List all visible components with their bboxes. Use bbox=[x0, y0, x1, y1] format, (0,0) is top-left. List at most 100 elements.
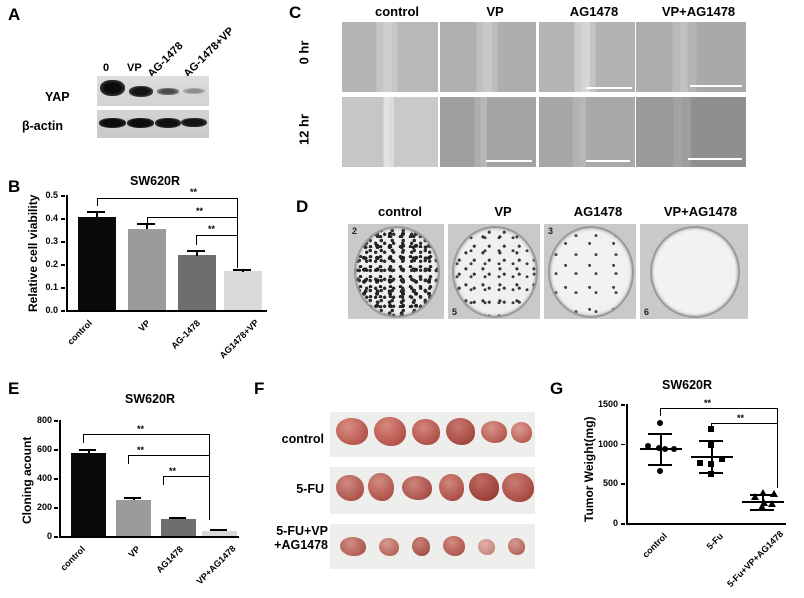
blot-strip-beta-actin bbox=[97, 110, 209, 138]
panel-e-ytick-0: 0 bbox=[46, 531, 52, 541]
data-point bbox=[758, 503, 766, 511]
panel-f-row-label-control: control bbox=[281, 432, 324, 446]
bar-e-vp bbox=[116, 500, 151, 536]
panel-e-y-axis-label: Cloning acount bbox=[20, 436, 34, 524]
panel-e-label: E bbox=[8, 379, 20, 398]
panel-b-ytick-4: 0.4 bbox=[45, 213, 58, 223]
tumor bbox=[502, 473, 534, 502]
panel-c: C control VP AG1478 VP+AG1478 0 hr 12 hr bbox=[286, 0, 804, 188]
panel-b-xtick-control: control bbox=[65, 318, 95, 347]
panel-f-row-label-combo: 5-FU+VP +AG1478 bbox=[248, 524, 328, 553]
data-point bbox=[751, 492, 759, 500]
dish-number-control: 2 bbox=[352, 226, 358, 236]
panel-e-xtick-vp: VP bbox=[126, 544, 143, 560]
tumor bbox=[379, 538, 399, 556]
data-point bbox=[708, 470, 714, 477]
panel-g-ytick-500: 500 bbox=[602, 478, 618, 489]
blot-row-label-yap: YAP bbox=[45, 90, 70, 104]
bar-e-vp-ag1478 bbox=[202, 530, 237, 536]
blot-row-label-beta-actin: β-actin bbox=[22, 119, 63, 133]
band-actin-0 bbox=[99, 118, 126, 128]
sig-b-3: ** bbox=[208, 224, 216, 234]
bar-e-control bbox=[71, 453, 106, 536]
panel-c-col-vp: VP bbox=[486, 4, 504, 19]
panel-g-xtick-control: control bbox=[640, 531, 670, 560]
errorbar-ag1478 bbox=[196, 249, 198, 256]
panel-g-ytick-1000: 1000 bbox=[597, 438, 618, 449]
lane-label-vp: VP bbox=[127, 62, 142, 74]
panel-d: D control VP AG1478 VP+AG1478 2 5 3 6 bbox=[290, 192, 804, 347]
panel-g-y-axis-label: Tumor Weight(mg) bbox=[582, 416, 596, 522]
panel-e-xtick-control: control bbox=[58, 544, 88, 573]
panel-f-label: F bbox=[254, 379, 265, 398]
errorcap-ag1478 bbox=[187, 249, 205, 252]
tumor-tray-combo bbox=[330, 524, 535, 569]
panel-b: B SW620R 0.0 0.1 0.2 0.3 0.4 0.5 Relativ… bbox=[0, 170, 290, 370]
micrograph-ag1478-12hr bbox=[539, 97, 635, 167]
micrograph-ag1478-0hr bbox=[539, 22, 635, 92]
lane-label-0: 0 bbox=[103, 62, 110, 74]
panel-d-col-vp: VP bbox=[494, 204, 512, 219]
panel-e-ytick-200: 200 bbox=[36, 502, 52, 512]
panel-d-col-vp-ag1478: VP+AG1478 bbox=[663, 204, 738, 219]
blot-strip-yap bbox=[97, 76, 209, 106]
errorcap-ag1478-vp bbox=[233, 268, 251, 271]
dish-number-vp: 5 bbox=[452, 307, 458, 317]
data-point bbox=[657, 420, 663, 426]
data-point bbox=[759, 489, 767, 496]
panel-e-title: SW620R bbox=[124, 392, 176, 406]
dish-number-vp-ag1478: 6 bbox=[644, 307, 650, 317]
errorcap-e-vp bbox=[124, 497, 141, 500]
data-point bbox=[708, 442, 714, 449]
tumor bbox=[443, 536, 465, 556]
band-yap-0 bbox=[100, 80, 125, 96]
data-point bbox=[770, 490, 778, 498]
errorbar-e-control bbox=[87, 448, 90, 454]
sig-b-2: ** bbox=[196, 206, 204, 216]
data-point bbox=[719, 455, 725, 462]
dish-vp: 5 bbox=[448, 224, 540, 319]
panel-g-y-axis bbox=[626, 404, 628, 524]
tumor bbox=[336, 475, 364, 501]
band-actin-ag1478-vp bbox=[181, 118, 207, 127]
panel-b-bars bbox=[66, 195, 267, 310]
sig-b-1: ** bbox=[190, 187, 198, 197]
panel-f-row-label-combo-line1: 5-FU+VP bbox=[276, 524, 328, 538]
panel-a: A 0 VP AG-1478 AG-1478+VP YAP β-actin bbox=[0, 0, 285, 170]
lane-label-ag1478: AG-1478 bbox=[145, 39, 186, 80]
errorcap-vp bbox=[137, 223, 155, 226]
panel-b-y-axis bbox=[66, 195, 68, 311]
micrograph-control-0hr bbox=[342, 22, 438, 92]
panel-c-col-vp-ag1478: VP+AG1478 bbox=[661, 4, 736, 19]
panel-b-xtick-vp: VP bbox=[136, 318, 153, 334]
errorcap-e-control bbox=[79, 448, 96, 451]
panel-e-bars bbox=[59, 420, 239, 536]
data-point bbox=[760, 498, 768, 506]
errorcap-e-ag1478 bbox=[169, 517, 186, 520]
tumor bbox=[511, 422, 532, 443]
dish-ag1478: 3 bbox=[544, 224, 636, 319]
sig-e-3: ** bbox=[169, 466, 177, 476]
sig-e-2: ** bbox=[137, 445, 145, 455]
errorcap-e-vp-ag1478 bbox=[210, 529, 227, 532]
panel-g-xtick-combo: 5-Fu+VP+AG1478 bbox=[725, 528, 786, 589]
micrograph-control-12hr bbox=[342, 97, 438, 167]
panel-c-col-control: control bbox=[374, 4, 420, 19]
data-point bbox=[708, 461, 714, 468]
panel-f-row-label-combo-line2: +AG1478 bbox=[274, 538, 328, 553]
tumor bbox=[412, 419, 440, 445]
panel-d-col-control: control bbox=[377, 204, 423, 219]
micrograph-vp-0hr bbox=[440, 22, 536, 92]
bar-vp bbox=[128, 228, 166, 310]
tumor bbox=[340, 537, 366, 556]
bar-ag1478 bbox=[178, 255, 216, 310]
tumor bbox=[469, 473, 499, 501]
panel-e-x-axis bbox=[59, 536, 239, 538]
panel-b-ytick-3: 0.3 bbox=[45, 236, 58, 246]
panel-c-col-ag1478: AG1478 bbox=[569, 4, 619, 19]
dish-number-ag1478: 3 bbox=[548, 226, 554, 236]
tumor bbox=[368, 473, 394, 501]
tumor bbox=[374, 417, 406, 446]
errorcap-control bbox=[87, 211, 105, 213]
tumor bbox=[336, 418, 368, 445]
